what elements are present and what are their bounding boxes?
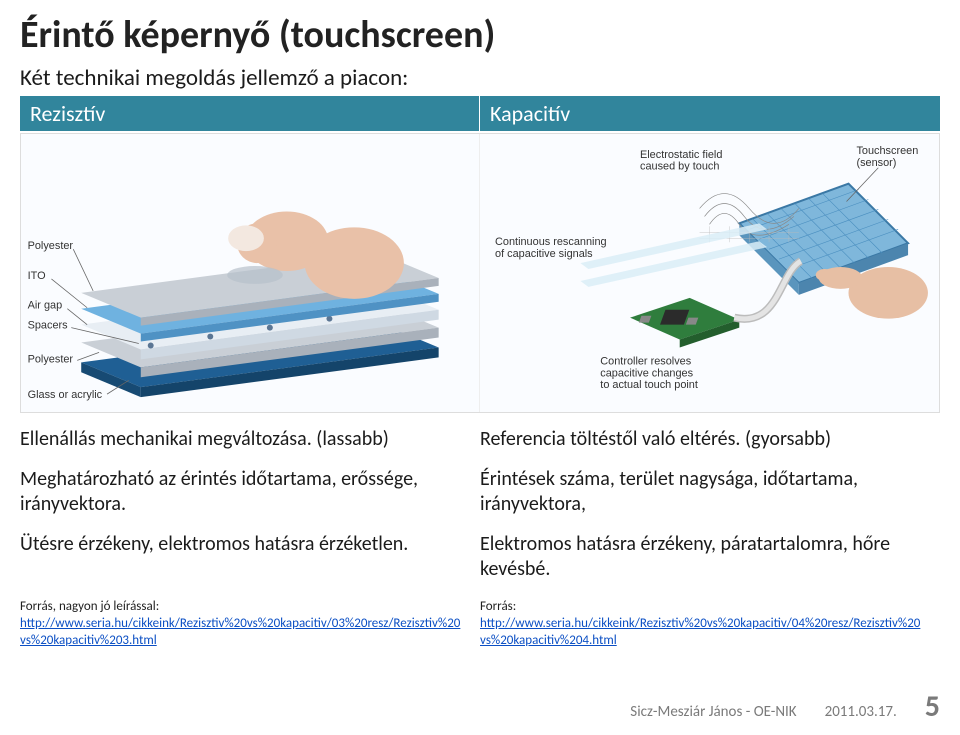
resistive-source-link[interactable]: http://www.seria.hu/cikkeink/Rezisztiv%2… (20, 616, 460, 648)
label-sensor: Touchscreen (sensor) (856, 145, 921, 169)
page-number: 5 (925, 688, 940, 725)
label-spacers: Spacers (28, 320, 69, 332)
resistive-diagram: Polyester ITO Air gap Spacers Polyester … (21, 134, 480, 412)
table-header: Rezisztív Kapacitív (20, 96, 940, 131)
capacitive-description: Referencia töltéstől való eltérés. (gyor… (480, 427, 940, 597)
page-subtitle: Két technikai megoldás jellemző a piacon… (20, 64, 940, 92)
slide-footer: Sicz-Mesziár János - OE-NIK 2011.03.17. … (630, 688, 940, 725)
label-polyester-top: Polyester (28, 240, 74, 252)
capacitive-source-title: Forrás: (480, 599, 922, 616)
capacitive-source: Forrás: http://www.seria.hu/cikkeink/Rez… (480, 599, 940, 650)
capacitive-p1: Referencia töltéstől való eltérés. (gyor… (480, 427, 922, 453)
column-capacitive-header: Kapacitív (480, 96, 940, 131)
resistive-p1: Ellenállás mechanikai megváltozása. (las… (20, 427, 462, 453)
resistive-p3: Ütésre érzékeny, elektromos hatásra érzé… (20, 532, 462, 558)
capacitive-source-link[interactable]: http://www.seria.hu/cikkeink/Rezisztiv%2… (480, 616, 920, 648)
resistive-description: Ellenállás mechanikai megváltozása. (las… (20, 427, 480, 597)
page-title: Érintő képernyő (touchscreen) (20, 12, 940, 58)
resistive-source: Forrás, nagyon jó leírással: http://www.… (20, 599, 480, 650)
label-controller: Controller resolves capacitive changes t… (600, 355, 698, 391)
capacitive-diagram: Electrostatic field caused by touch Touc… (480, 134, 939, 412)
label-polyester-mid: Polyester (28, 353, 74, 365)
label-glass: Glass or acrylic (28, 389, 103, 401)
diagram-row: Polyester ITO Air gap Spacers Polyester … (20, 133, 940, 413)
label-airgap: Air gap (28, 300, 63, 312)
capacitive-p3: Elektromos hatásra érzékeny, páratartalo… (480, 532, 922, 583)
label-rescan: Continuous rescanning of capacitive sign… (495, 236, 610, 260)
footer-author: Sicz-Mesziár János - OE-NIK (630, 703, 796, 721)
label-ito: ITO (28, 270, 46, 282)
sources-row: Forrás, nagyon jó leírással: http://www.… (20, 599, 940, 650)
resistive-p2: Meghatározható az érintés időtartama, er… (20, 467, 462, 518)
resistive-source-title: Forrás, nagyon jó leírással: (20, 599, 462, 616)
label-field: Electrostatic field caused by touch (640, 149, 725, 173)
footer-date: 2011.03.17. (825, 703, 897, 721)
description-row: Ellenállás mechanikai megváltozása. (las… (20, 427, 940, 597)
column-resistive-header: Rezisztív (20, 96, 480, 131)
capacitive-p2: Érintések száma, terület nagysága, időta… (480, 467, 922, 518)
